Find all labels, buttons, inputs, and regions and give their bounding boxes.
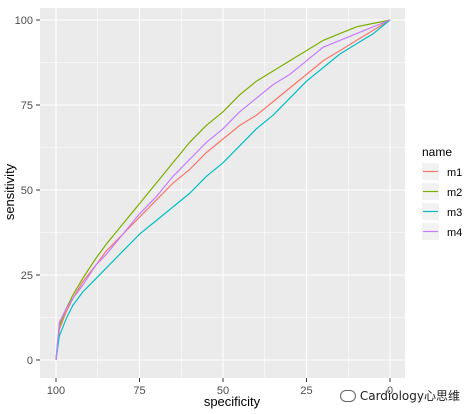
x-tick-label: 0 (387, 385, 393, 397)
legend-title: name (422, 145, 452, 159)
x-tick-label: 100 (47, 385, 65, 397)
legend: name m1 m2 m3 m4 (422, 145, 462, 240)
y-tick-label: 25 (21, 270, 33, 282)
series-line-m1 (55, 19, 391, 361)
wechat-icon (339, 389, 356, 402)
x-tick-label: 50 (217, 385, 229, 397)
legend-label-m1: m1 (447, 167, 462, 179)
watermark: Cardiology心思维 (339, 387, 460, 404)
y-axis-label: sensitivity (2, 163, 17, 220)
y-tick-label: 100 (15, 15, 33, 27)
x-tick-label: 25 (300, 385, 312, 397)
series-line-m4 (55, 19, 391, 361)
x-tick-label: 75 (133, 385, 145, 397)
y-tick-label: 0 (27, 355, 33, 367)
legend-label-m2: m2 (447, 187, 462, 199)
legend-label-m3: m3 (447, 207, 462, 219)
y-tick-label: 75 (21, 100, 33, 112)
grid-major (40, 8, 405, 378)
x-axis-label: specificity (204, 394, 261, 409)
legend-label-m4: m4 (447, 227, 462, 239)
axes: 100 75 50 25 0 0 25 50 75 100 (15, 15, 393, 397)
series-lines (55, 19, 391, 361)
y-tick-label: 50 (21, 185, 33, 197)
series-line-m3 (55, 19, 391, 361)
series-line-m2 (55, 19, 391, 361)
watermark-text: Cardiology心思维 (359, 389, 460, 403)
